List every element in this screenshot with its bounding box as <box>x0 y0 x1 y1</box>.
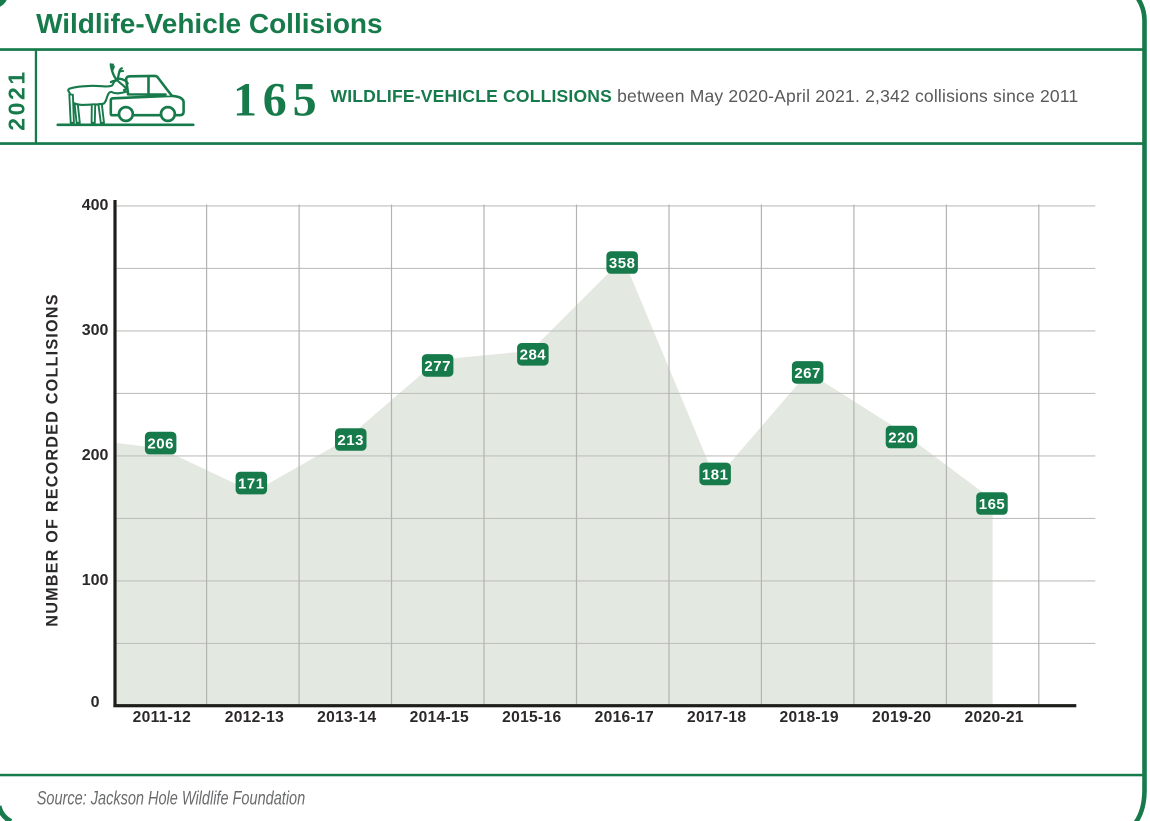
svg-text:2021: 2021 <box>4 69 30 131</box>
svg-text:2014-15: 2014-15 <box>410 709 469 726</box>
svg-text:100: 100 <box>82 572 109 589</box>
svg-text:277: 277 <box>424 358 451 375</box>
svg-text:165: 165 <box>979 496 1006 513</box>
svg-text:284: 284 <box>520 347 547 364</box>
svg-text:220: 220 <box>888 429 915 446</box>
svg-text:171: 171 <box>238 476 265 493</box>
svg-text:206: 206 <box>147 436 174 453</box>
svg-text:181: 181 <box>702 466 729 483</box>
svg-text:2018-19: 2018-19 <box>780 709 839 726</box>
svg-text:267: 267 <box>794 365 821 382</box>
svg-text:2016-17: 2016-17 <box>595 709 654 726</box>
svg-text:2012-13: 2012-13 <box>225 709 284 726</box>
svg-text:358: 358 <box>609 255 636 272</box>
svg-text:2015-16: 2015-16 <box>502 709 561 726</box>
svg-text:200: 200 <box>82 447 109 464</box>
svg-text:Source: Jackson Hole Wildlife: Source: Jackson Hole Wildlife Foundation <box>37 788 306 810</box>
svg-text:2013-14: 2013-14 <box>317 709 376 726</box>
svg-text:213: 213 <box>337 432 364 449</box>
svg-text:2020-21: 2020-21 <box>965 709 1024 726</box>
svg-text:0: 0 <box>91 694 100 711</box>
svg-text:NUMBER OF RECORDED COLLISIONS: NUMBER OF RECORDED COLLISIONS <box>44 293 62 626</box>
svg-text:165: 165 <box>233 74 322 127</box>
svg-text:2019-20: 2019-20 <box>872 709 931 726</box>
svg-text:Wildlife-Vehicle Collisions: Wildlife-Vehicle Collisions <box>36 8 383 39</box>
svg-text:2011-12: 2011-12 <box>133 709 191 726</box>
svg-text:2017-18: 2017-18 <box>687 709 746 726</box>
svg-text:WILDLIFE-VEHICLE COLLISIONS be: WILDLIFE-VEHICLE COLLISIONS between May … <box>331 86 1079 106</box>
svg-text:400: 400 <box>82 197 109 214</box>
svg-text:300: 300 <box>82 322 109 339</box>
